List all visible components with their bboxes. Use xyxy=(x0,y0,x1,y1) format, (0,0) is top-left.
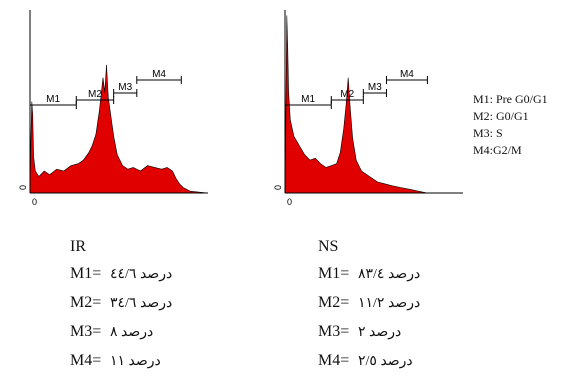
ns-stat-row-m4: M4= درصد ٢/٥ xyxy=(318,347,420,376)
phase-legend: M1: Pre G0/G1 M2: G0/G1 M3: S M4:G2/M xyxy=(473,91,548,159)
ir-stat-label: M1= xyxy=(70,265,102,282)
ns-stat-label: M1= xyxy=(318,265,350,282)
ns-histogram: 0 0 M1 M2 M3 M4 xyxy=(273,0,475,212)
ns-stat-value: درصد ١١/٢ xyxy=(358,296,421,311)
ir-stat-row-m3: M3= درصد ٨ xyxy=(70,318,172,347)
ir-histogram: 0 0 M1 M2 M3 M4 xyxy=(18,0,220,212)
ir-stat-row-m1: M1= درصد ٤٤/٦ xyxy=(70,260,172,289)
ir-stat-label: M3= xyxy=(70,323,102,340)
ir-marker-m2: M2 xyxy=(75,89,115,104)
ir-y-tick-label: 0 xyxy=(18,185,28,190)
ns-stat-row-m2: M2= درصد ١١/٢ xyxy=(318,289,420,318)
svg-text:M3: M3 xyxy=(368,82,382,93)
legend-item-m1: M1: Pre G0/G1 xyxy=(473,92,548,106)
ns-stats-title: NS xyxy=(318,238,339,255)
ns-marker-m4: M4 xyxy=(385,69,428,84)
ns-marker-m2: M2 xyxy=(330,89,364,104)
ir-x-tick-label: 0 xyxy=(32,197,37,207)
ir-stat-label: M2= xyxy=(70,294,102,311)
ns-histogram-area xyxy=(284,15,463,194)
ir-marker-m1: M1 xyxy=(29,94,77,109)
ir-stat-value: درصد ٣٤/٦ xyxy=(110,296,173,311)
legend-item-m2: M2: G0/G1 xyxy=(473,109,529,123)
svg-text:M1: M1 xyxy=(301,94,315,105)
ir-stats-title: IR xyxy=(70,238,86,255)
ns-x-tick-label: 0 xyxy=(287,197,292,207)
ir-stat-label: M4= xyxy=(70,352,102,369)
ir-stat-value: درصد ١١ xyxy=(110,354,161,369)
ns-stat-label: M2= xyxy=(318,294,350,311)
ns-stat-label: M3= xyxy=(318,323,350,340)
ir-marker-m3: M3 xyxy=(113,82,138,97)
legend-item-m4: M4:G2/M xyxy=(473,143,522,157)
svg-text:M4: M4 xyxy=(152,69,166,80)
svg-text:M1: M1 xyxy=(46,94,60,105)
svg-text:M3: M3 xyxy=(118,82,132,93)
ir-histogram-svg: 0 0 M1 M2 M3 M4 xyxy=(18,10,209,207)
legend-item-m3: M3: S xyxy=(473,126,503,140)
ns-stat-label: M4= xyxy=(318,352,350,369)
ns-marker-m3: M3 xyxy=(362,82,387,97)
ir-stat-value: درصد ٨ xyxy=(110,325,154,340)
ir-stats: IR M1= درصد ٤٤/٦ M2= درصد ٣٤/٦ M3= درصد ٨ M… xyxy=(70,234,172,376)
svg-text:M4: M4 xyxy=(400,69,414,80)
ns-y-tick-label: 0 xyxy=(273,185,283,190)
ir-stat-value: درصد ٤٤/٦ xyxy=(110,267,173,282)
ns-stat-value: درصد ٢ xyxy=(358,325,402,340)
svg-text:M2: M2 xyxy=(340,89,354,100)
ns-histogram-svg: 0 0 M1 M2 M3 M4 xyxy=(273,10,463,207)
ns-stats: NS M1= درصد ٨٣/٤ M2= درصد ١١/٢ M3= درصد ٢ M… xyxy=(318,234,420,376)
ns-stat-value: درصد ٢/٥ xyxy=(358,354,413,369)
svg-text:M2: M2 xyxy=(88,89,102,100)
ir-stat-row-m4: M4= درصد ١١ xyxy=(70,347,172,376)
ir-marker-m4: M4 xyxy=(136,69,182,84)
ir-histogram-area xyxy=(29,64,209,194)
ns-marker-m1: M1 xyxy=(284,94,332,109)
ns-stat-row-m1: M1= درصد ٨٣/٤ xyxy=(318,260,420,289)
ns-stat-value: درصد ٨٣/٤ xyxy=(358,267,421,282)
ns-stat-row-m3: M3= درصد ٢ xyxy=(318,318,420,347)
ir-stat-row-m2: M2= درصد ٣٤/٦ xyxy=(70,289,172,318)
